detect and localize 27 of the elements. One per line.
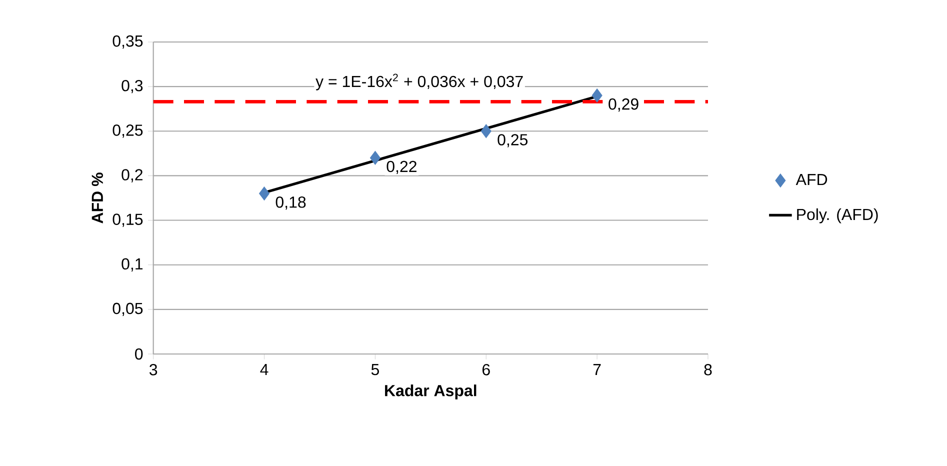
data-label: 0,22 <box>386 160 416 174</box>
x-tick-label: 4 <box>260 364 268 376</box>
y-axis-title: AFD % <box>92 172 103 224</box>
legend-label: AFD <box>796 174 828 186</box>
x-tick-label: 8 <box>704 364 712 376</box>
y-tick-label: 0,25 <box>112 124 143 138</box>
y-tick-label: 0,05 <box>112 302 143 316</box>
point <box>480 124 492 138</box>
point <box>592 88 602 102</box>
data-label: 0,29 <box>608 98 638 112</box>
y-tick-label: 0,15 <box>112 214 143 227</box>
y-tick-label: 0 <box>135 348 143 360</box>
x-tick-label: 3 <box>150 364 158 376</box>
annotation: y = 1E-16x$^{2}$ + 0,036x + 0,037 <box>316 74 523 90</box>
x-tick-label: 5 <box>371 364 379 376</box>
y-tick-label: 0,2 <box>122 169 142 182</box>
legend-label: Poly. (AFD) <box>797 208 878 224</box>
y-tick-label: 0,1 <box>122 258 143 272</box>
data-label: 0,25 <box>498 134 528 148</box>
x-tick-label: 7 <box>593 364 601 376</box>
x-tick-label: 6 <box>482 364 490 376</box>
x-axis-title: Kadar Aspal <box>385 384 476 400</box>
point <box>259 186 270 200</box>
y-tick-label: 0,35 <box>112 35 143 49</box>
data-label: 0,18 <box>276 196 306 210</box>
point <box>370 150 380 165</box>
y-tick-label: 0,3 <box>122 80 143 94</box>
